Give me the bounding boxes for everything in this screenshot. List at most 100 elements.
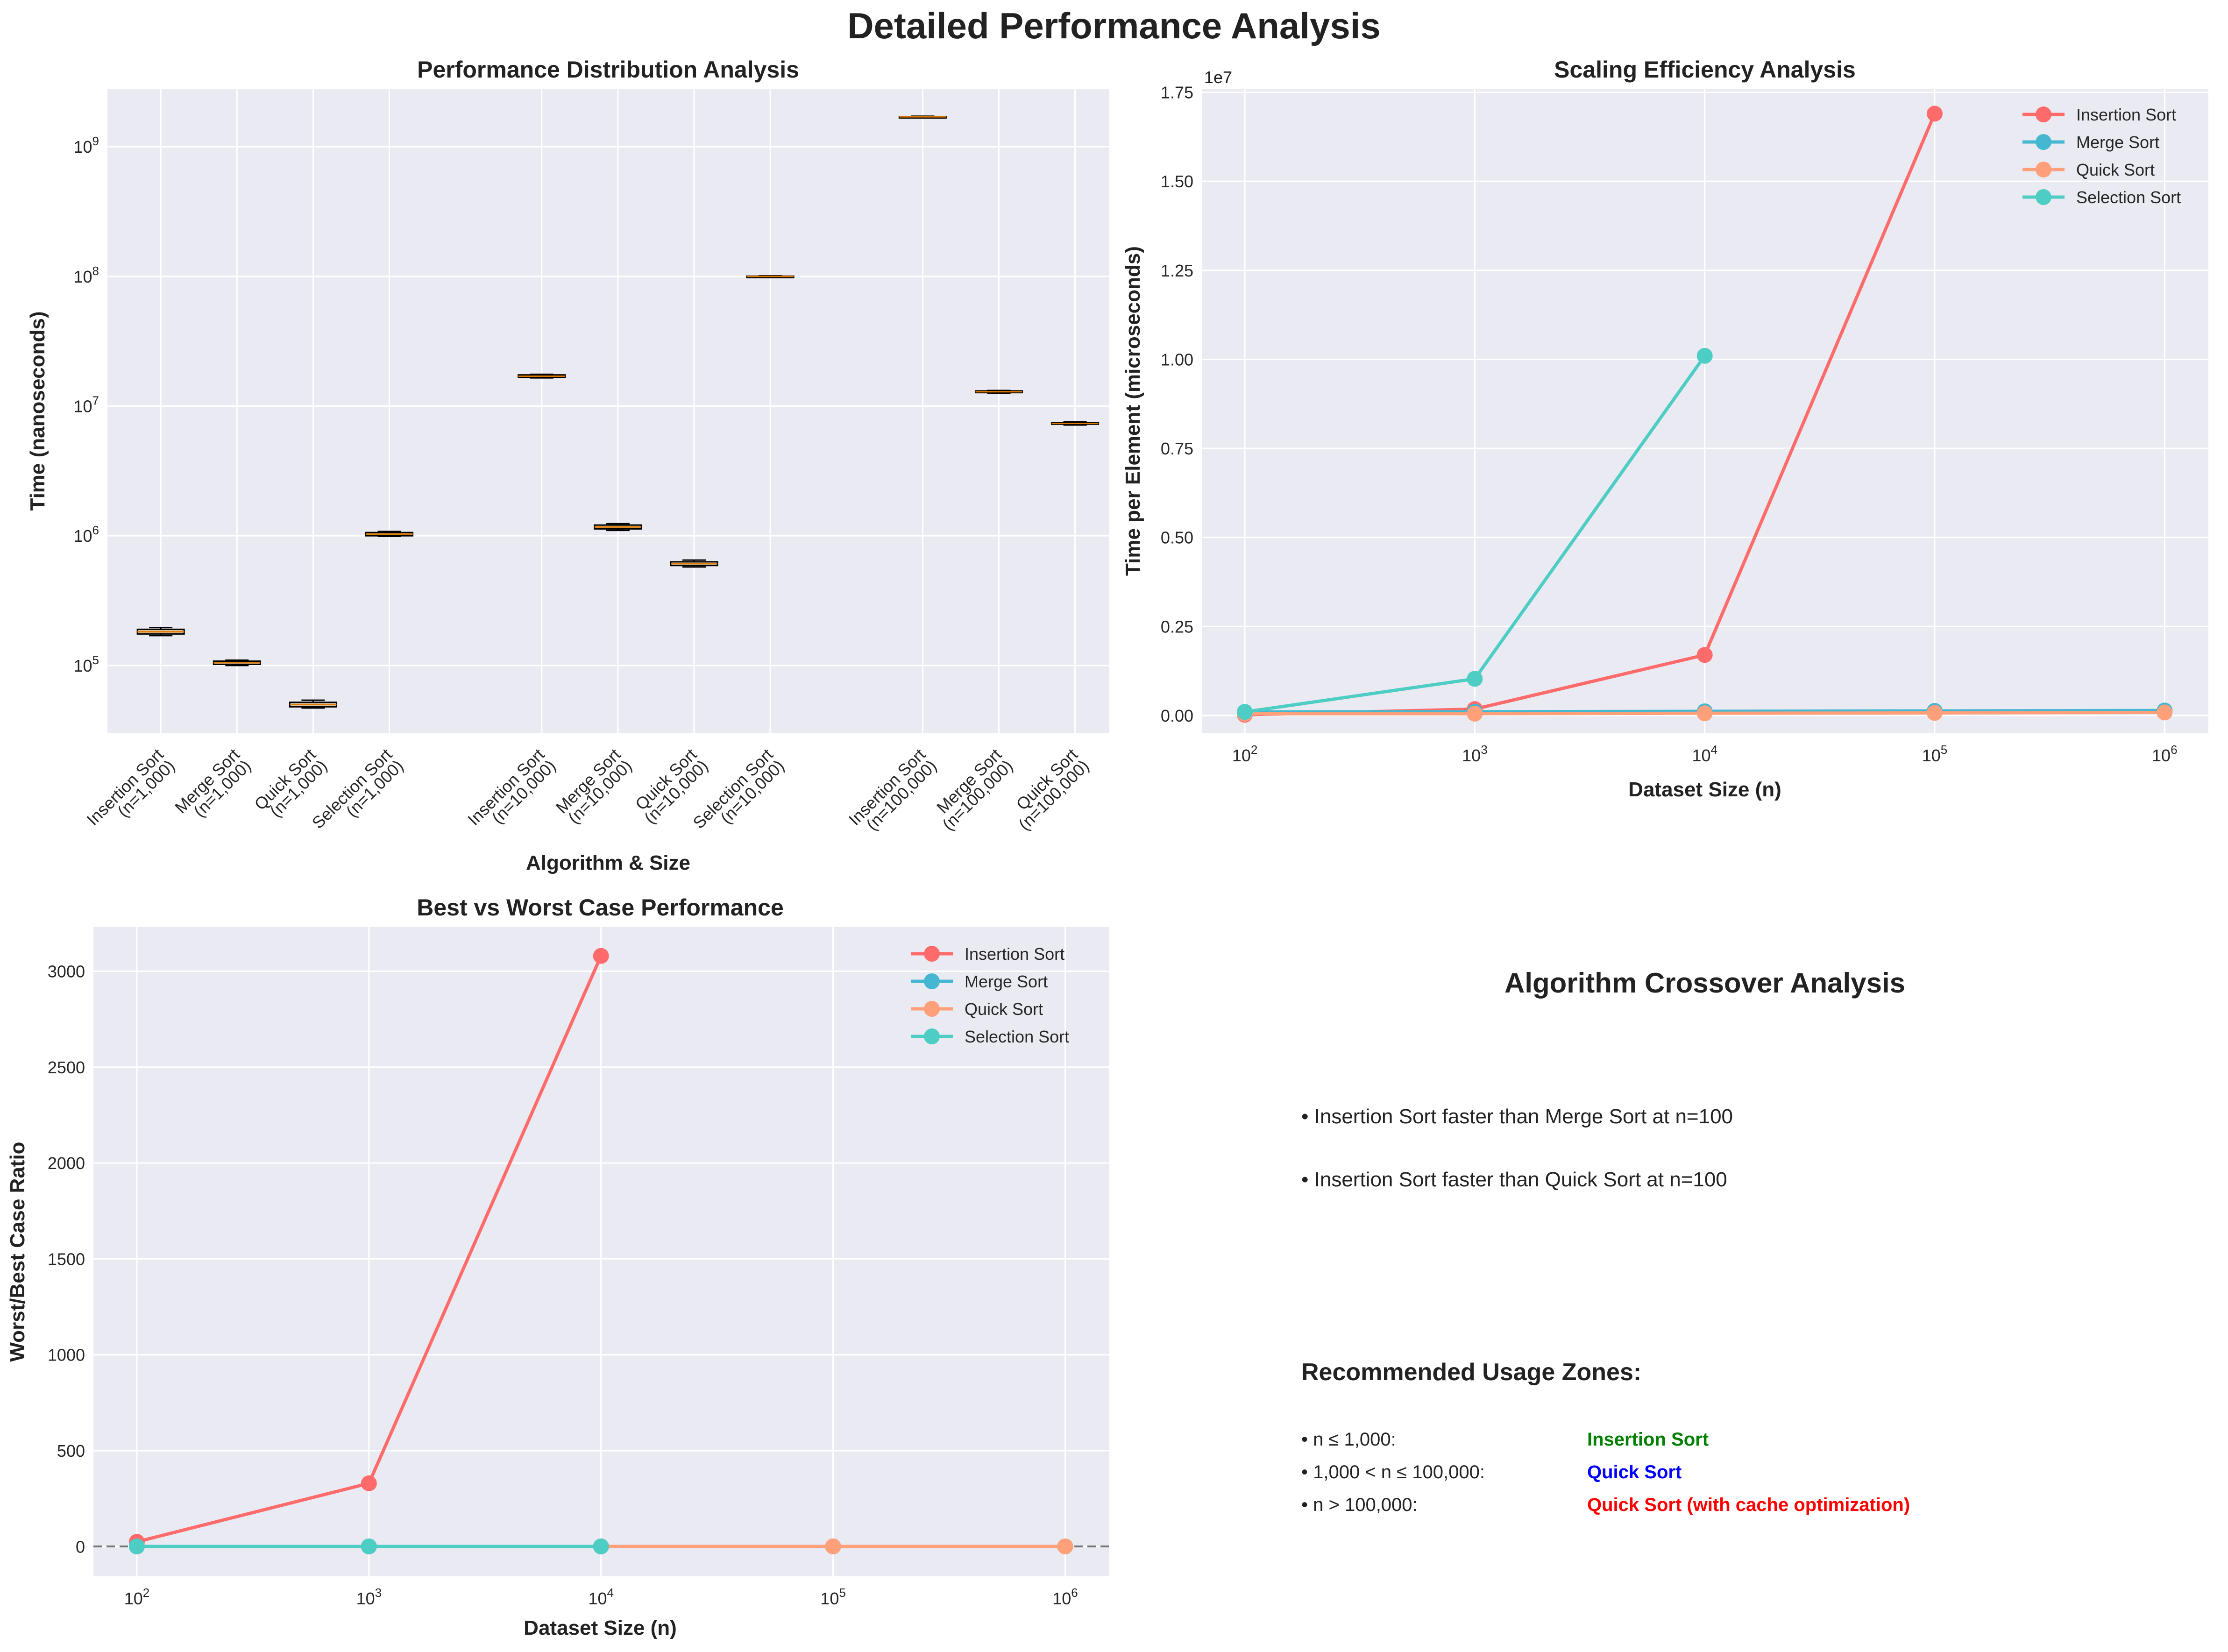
scaling-legend: Insertion Sort Merge Sort Quick Sort Select…: [2022, 105, 2181, 207]
ratio-quick-sort-point-4: [1057, 1538, 1073, 1554]
ratio-x-ticks: 102 103 104 105 106: [124, 1586, 1078, 1608]
scaling-legend-merge-sort-label: Merge Sort: [2076, 133, 2159, 152]
box-plot-x-tick-4: Insertion Sort(n=10,000): [464, 745, 559, 840]
ratio-x-tick-1: 103: [356, 1586, 382, 1608]
scaling-quick-sort-point-2: [1696, 705, 1713, 722]
ratio-selection-sort-point-2: [593, 1538, 609, 1554]
usage-zone-range-3: • n > 100,000:: [1301, 1495, 1418, 1515]
box-plot-y-tick-0: 105: [73, 653, 99, 675]
box-plot-title: Performance Distribution Analysis: [417, 57, 799, 83]
ratio-legend-merge-sort-label: Merge Sort: [965, 972, 1048, 991]
ratio-quick-sort-point-3: [825, 1538, 841, 1554]
ratio-legend-quick-sort-marker: [924, 1001, 940, 1017]
scaling-legend-merge-sort-marker: [2036, 134, 2051, 150]
ratio-legend-insertion-sort-marker: [924, 946, 940, 962]
scaling-legend-selection-sort-label: Selection Sort: [2076, 188, 2181, 207]
scaling-y-tick-1: 0.25: [1161, 617, 1193, 636]
box-plot-y-tick-4: 109: [73, 134, 99, 156]
ratio-y-tick-1: 500: [57, 1441, 85, 1461]
scaling-y-ticks: 0.00 0.25 0.50 0.75 1.00 1.25 1.50 1.75: [1161, 83, 1193, 725]
usage-zone-range-2: • 1,000 < n ≤ 100,000:: [1301, 1462, 1485, 1482]
box-plot-grid: [107, 89, 1109, 733]
scaling-insertion-sort-point-2: [1696, 647, 1713, 663]
box-plot-y-tick-1: 106: [73, 523, 99, 546]
ratio-legend-selection-sort-marker: [924, 1028, 940, 1044]
ratio-y-tick-6: 3000: [48, 962, 85, 981]
scaling-legend-selection-sort-marker: [2036, 189, 2051, 205]
box-plot-y-ticks: 105 106 107 108 109: [73, 134, 99, 675]
scaling-y-tick-0: 0.00: [1161, 706, 1193, 725]
ratio-legend: Insertion Sort Merge Sort Quick Sort Select…: [911, 944, 1069, 1046]
ratio-y-tick-5: 2500: [48, 1058, 85, 1077]
crossover-finding-2: • Insertion Sort faster than Quick Sort …: [1301, 1168, 1727, 1191]
scaling-x-tick-3: 105: [1922, 743, 1948, 765]
box-plot-x-tick-5: Merge Sort(n=10,000): [552, 745, 636, 829]
scaling-legend-quick-sort-marker: [2036, 162, 2051, 177]
crossover-title: Algorithm Crossover Analysis: [1504, 967, 1905, 999]
scaling-legend-insertion-sort-marker: [2036, 106, 2051, 122]
ratio-legend-selection-sort-label: Selection Sort: [965, 1027, 1069, 1046]
scaling-y-offset: 1e7: [1204, 68, 1232, 87]
ratio-y-tick-4: 2000: [48, 1154, 85, 1173]
scaling-legend-quick-sort-label: Quick Sort: [2076, 160, 2155, 179]
usage-zone-range-1: • n ≤ 1,000:: [1301, 1429, 1396, 1450]
box-plot-x-tick-9: Merge Sort(n=100,000): [927, 745, 1016, 834]
ratio-y-tick-3: 1500: [48, 1249, 85, 1269]
scaling-y-tick-6: 1.50: [1161, 172, 1193, 191]
ratio-y-label: Worst/Best Case Ratio: [6, 1142, 29, 1361]
box-plot-x-tick-1: Merge Sort(n=1,000): [171, 745, 255, 829]
scaling-y-tick-2: 0.50: [1161, 528, 1193, 547]
ratio-y-ticks: 0 500 1000 1500 2000 2500 3000: [48, 962, 85, 1556]
scaling-y-tick-5: 1.25: [1161, 261, 1193, 280]
box-plot-x-ticks: Insertion Sort(n=1,000)Merge Sort(n=1,00…: [83, 745, 1093, 840]
ratio-x-tick-4: 106: [1052, 1586, 1078, 1608]
scaling-title: Scaling Efficiency Analysis: [1554, 57, 1856, 83]
ratio-selection-sort-point-1: [361, 1538, 377, 1554]
ratio-insertion-sort-point-2: [593, 948, 609, 964]
ratio-insertion-sort-point-1: [361, 1475, 377, 1491]
ratio-panel: 0 500 1000 1500 2000 2500 3000 102 103 104 105 106…: [6, 894, 1109, 1639]
figure-title: Detailed Performance Analysis: [847, 5, 1381, 46]
scaling-insertion-sort-point-3: [1927, 106, 1943, 122]
box-plot-marks: [136, 115, 1100, 709]
ratio-marks: [93, 948, 1109, 1554]
scaling-x-tick-2: 104: [1692, 743, 1717, 765]
box-plot-area: [107, 89, 1109, 733]
box-plot-x-label: Algorithm & Size: [526, 851, 690, 874]
ratio-x-tick-2: 104: [588, 1586, 614, 1608]
scaling-x-tick-0: 102: [1232, 743, 1258, 765]
scaling-selection-sort-point-2: [1696, 347, 1713, 364]
ratio-legend-quick-sort-label: Quick Sort: [965, 1000, 1043, 1019]
scaling-x-ticks: 102 103 104 105 106: [1232, 743, 2178, 765]
box-plot-y-tick-3: 108: [73, 264, 99, 286]
box-plot-x-tick-8: Insertion Sort(n=100,000): [845, 745, 940, 840]
box-plot-x-tick-0: Insertion Sort(n=1,000): [83, 745, 178, 840]
ratio-y-tick-2: 1000: [48, 1346, 85, 1365]
usage-zones-title: Recommended Usage Zones:: [1301, 1359, 1641, 1386]
scaling-quick-sort-point-4: [2157, 704, 2173, 721]
ratio-x-tick-0: 102: [124, 1586, 150, 1608]
box-plot-y-label: Time (nanoseconds): [26, 311, 49, 510]
scaling-quick-sort-point-1: [1467, 706, 1483, 722]
crossover-panel: Algorithm Crossover Analysis • Insertion…: [1301, 967, 1910, 1515]
ratio-x-tick-3: 105: [820, 1586, 846, 1608]
scaling-selection-sort-point-1: [1467, 671, 1483, 687]
usage-zone-algorithm-1: Insertion Sort: [1587, 1429, 1709, 1450]
usage-zone-algorithm-2: Quick Sort: [1587, 1462, 1682, 1482]
scaling-marks: [1237, 106, 2173, 723]
box-plot-x-tick-10: Quick Sort(n=100,000): [1003, 745, 1093, 834]
ratio-title: Best vs Worst Case Performance: [417, 894, 784, 921]
scaling-quick-sort-point-3: [1927, 705, 1943, 721]
scaling-x-label: Dataset Size (n): [1628, 778, 1781, 801]
scaling-y-tick-4: 1.00: [1161, 350, 1193, 369]
scaling-x-tick-1: 103: [1462, 743, 1488, 765]
scaling-panel: 0.000.250.500.751.001.251.501.75 102 103 1…: [1121, 57, 2208, 801]
scaling-y-label: Time per Element (microseconds): [1121, 246, 1144, 576]
scaling-x-tick-4: 106: [2152, 743, 2178, 765]
usage-zone-algorithm-3: Quick Sort (with cache optimization): [1587, 1495, 1910, 1515]
scaling-selection-sort-point-0: [1237, 704, 1253, 720]
ratio-x-label: Dataset Size (n): [524, 1617, 677, 1639]
ratio-y-tick-0: 0: [76, 1537, 85, 1556]
